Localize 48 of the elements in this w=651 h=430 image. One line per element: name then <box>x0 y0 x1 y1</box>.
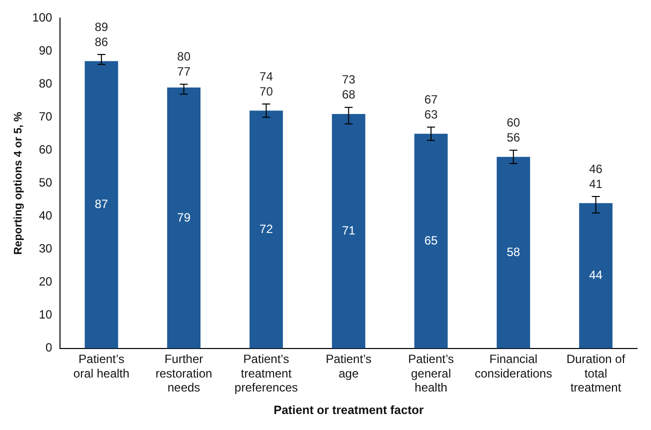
data-label: 44 <box>589 268 603 282</box>
y-tick-label: 100 <box>32 10 53 25</box>
y-tick-label: 40 <box>38 208 53 223</box>
annotation: 63 <box>424 107 438 122</box>
y-tick-label: 60 <box>38 142 53 157</box>
annotation: 70 <box>260 84 274 98</box>
annotation: 80 <box>177 50 191 64</box>
x-axis-title: Patient or treatment factor <box>274 403 424 418</box>
data-label: 72 <box>260 222 274 236</box>
bar <box>496 156 530 348</box>
data-label: 58 <box>506 244 520 259</box>
annotation: 56 <box>506 130 520 145</box>
bar <box>167 88 201 348</box>
annotation: 89 <box>94 20 108 34</box>
y-tick-label: 20 <box>38 274 53 289</box>
x-tick-label: Further restoration needs <box>155 352 212 395</box>
data-label: 79 <box>177 210 191 224</box>
annotation: 67 <box>424 92 438 106</box>
y-tick-label: 0 <box>46 340 53 355</box>
y-tick-label: 50 <box>38 176 53 190</box>
y-tick-label: 80 <box>38 76 53 91</box>
x-tick-label: Financial considerations <box>474 352 552 380</box>
annotation: 60 <box>506 116 520 130</box>
x-tick-label: Patient’s oral health <box>73 352 130 380</box>
annotation: 77 <box>177 64 191 79</box>
y-tick-label: 90 <box>38 44 53 58</box>
x-tick-label: Patient’s age <box>326 352 372 380</box>
x-tick-label: Patient’s general health <box>408 352 454 395</box>
annotation: 46 <box>589 162 603 176</box>
x-tick-label: Duration of total treatment <box>566 352 626 395</box>
bar <box>579 203 612 348</box>
y-tick-label: 10 <box>38 308 53 322</box>
bar <box>332 114 366 348</box>
bar <box>84 61 118 348</box>
y-tick-label: 30 <box>38 242 53 256</box>
y-axis-title: Reporting options 4 or 5, % <box>12 112 25 255</box>
y-tick-label: 70 <box>38 110 53 124</box>
bar <box>414 134 448 348</box>
data-label: 65 <box>424 233 438 248</box>
annotation: 68 <box>342 88 356 102</box>
bar <box>250 110 283 348</box>
data-label: 71 <box>342 223 356 238</box>
annotation: 74 <box>260 69 274 84</box>
annotation: 41 <box>589 176 603 191</box>
annotation: 73 <box>342 72 356 87</box>
data-label: 87 <box>94 197 108 212</box>
annotation: 86 <box>94 34 108 49</box>
x-tick-label: Patient’s treatment preferences <box>234 352 298 395</box>
